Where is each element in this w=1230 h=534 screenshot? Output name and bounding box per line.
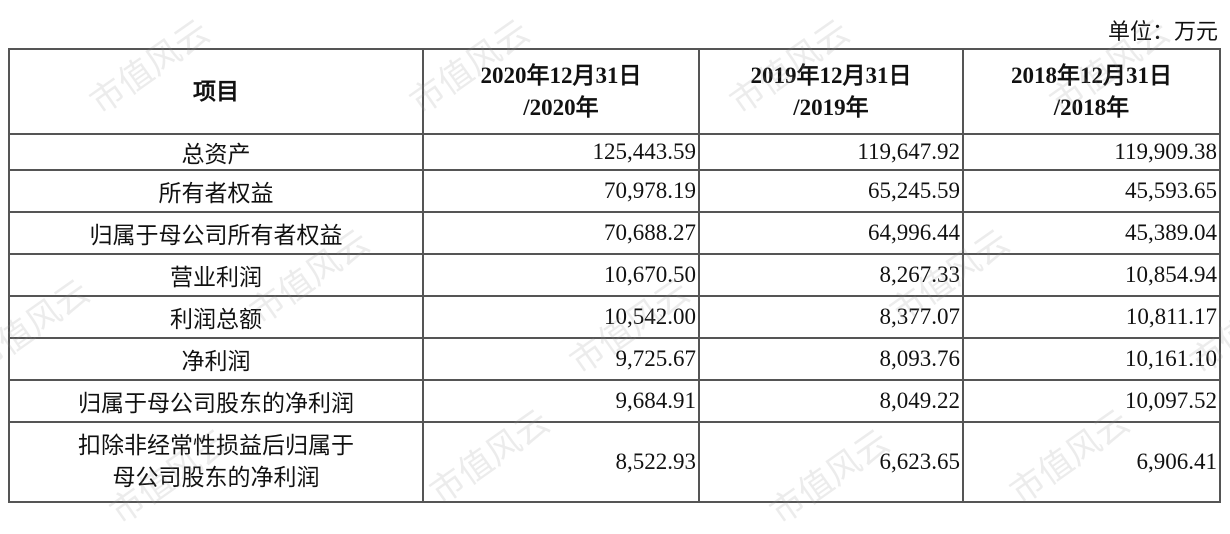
value-2020: 125,443.59 xyxy=(422,133,700,171)
value-2020: 10,670.50 xyxy=(422,253,700,297)
row-label: 总资产 xyxy=(8,133,424,171)
row-label: 净利润 xyxy=(8,337,424,381)
table-row: 营业利润 10,670.50 8,267.33 10,854.94 xyxy=(8,253,1221,297)
value-2020: 9,725.67 xyxy=(422,337,700,381)
value-2019: 119,647.92 xyxy=(698,133,964,171)
row-label: 扣除非经常性损益后归属于 母公司股东的净利润 xyxy=(8,421,424,503)
value-2020: 70,978.19 xyxy=(422,169,700,213)
value-2019: 8,049.22 xyxy=(698,379,964,423)
value-2018: 6,906.41 xyxy=(962,421,1221,503)
value-2018: 10,161.10 xyxy=(962,337,1221,381)
value-2019: 6,623.65 xyxy=(698,421,964,503)
value-2018: 10,097.52 xyxy=(962,379,1221,423)
table-row: 净利润 9,725.67 8,093.76 10,161.10 xyxy=(8,337,1221,381)
unit-label: 单位：万元 xyxy=(1107,20,1218,45)
value-2019: 64,996.44 xyxy=(698,211,964,255)
row-label: 营业利润 xyxy=(8,253,424,297)
header-2020: 2020年12月31日 /2020年 xyxy=(422,48,700,135)
value-2020: 70,688.27 xyxy=(422,211,700,255)
table-row: 利润总额 10,542.00 8,377.07 10,811.17 xyxy=(8,295,1221,339)
value-2020: 8,522.93 xyxy=(422,421,700,503)
row-label: 归属于母公司股东的净利润 xyxy=(8,379,424,423)
header-item: 项目 xyxy=(8,48,424,135)
row-label: 利润总额 xyxy=(8,295,424,339)
table-row: 扣除非经常性损益后归属于 母公司股东的净利润 8,522.93 6,623.65 6,… xyxy=(8,421,1221,503)
value-2018: 45,389.04 xyxy=(962,211,1221,255)
header-row: 项目 2020年12月31日 /2020年 2019年12月31日 /2019年… xyxy=(8,48,1221,135)
table-row: 所有者权益 70,978.19 65,245.59 45,593.65 xyxy=(8,169,1221,213)
value-2020: 9,684.91 xyxy=(422,379,700,423)
header-2019: 2019年12月31日 /2019年 xyxy=(698,48,964,135)
financial-table: 项目 2020年12月31日 /2020年 2019年12月31日 /2019年… xyxy=(8,48,1221,503)
value-2019: 8,377.07 xyxy=(698,295,964,339)
value-2019: 8,267.33 xyxy=(698,253,964,297)
row-label: 所有者权益 xyxy=(8,169,424,213)
value-2018: 45,593.65 xyxy=(962,169,1221,213)
value-2018: 10,854.94 xyxy=(962,253,1221,297)
row-label: 归属于母公司所有者权益 xyxy=(8,211,424,255)
value-2018: 119,909.38 xyxy=(962,133,1221,171)
value-2019: 8,093.76 xyxy=(698,337,964,381)
value-2020: 10,542.00 xyxy=(422,295,700,339)
value-2019: 65,245.59 xyxy=(698,169,964,213)
table-row: 总资产 125,443.59 119,647.92 119,909.38 xyxy=(8,133,1221,171)
value-2018: 10,811.17 xyxy=(962,295,1221,339)
table-row: 归属于母公司所有者权益 70,688.27 64,996.44 45,389.04 xyxy=(8,211,1221,255)
table-row: 归属于母公司股东的净利润 9,684.91 8,049.22 10,097.52 xyxy=(8,379,1221,423)
header-2018: 2018年12月31日 /2018年 xyxy=(962,48,1221,135)
